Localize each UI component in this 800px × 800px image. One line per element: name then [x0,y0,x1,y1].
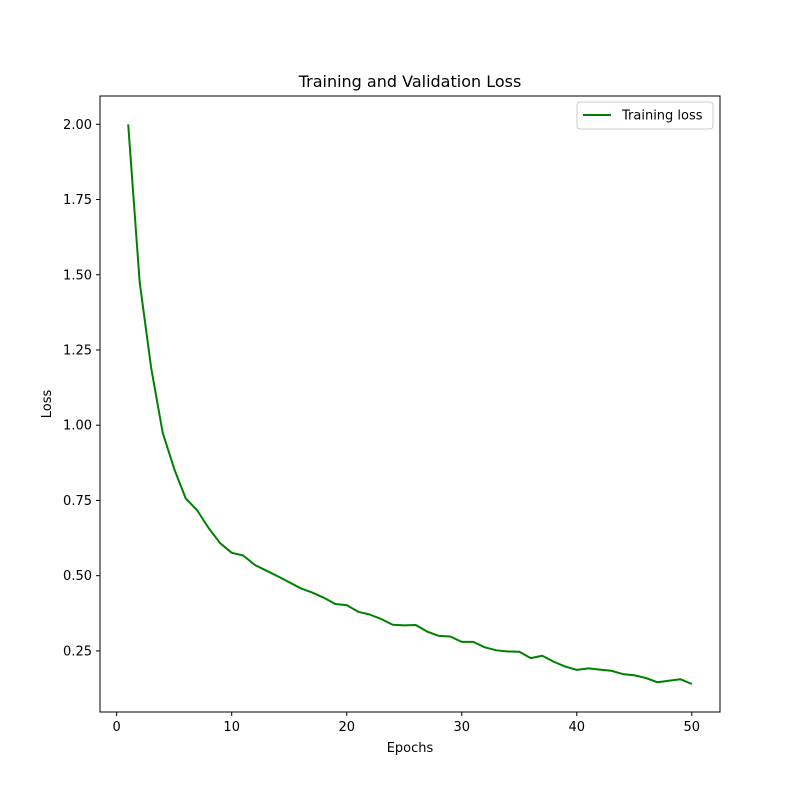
x-tick-label: 20 [338,720,355,735]
x-axis-label: Epochs [387,741,434,756]
series-line-training-loss [127,124,693,685]
y-tick-label: 0.75 [63,494,92,509]
y-tick-label: 1.75 [63,193,92,208]
legend: Training loss [576,101,714,130]
y-axis-label: Loss [40,390,55,419]
y-tick-label: 1.50 [63,268,92,283]
x-axis: 0 10 20 30 40 50 [113,712,701,735]
plot-frame [99,95,721,713]
x-tick-label: 30 [453,720,470,735]
legend-box [576,101,714,130]
y-tick-label: 0.50 [63,569,92,584]
x-tick-label: 0 [113,720,121,735]
y-tick-label: 0.25 [63,644,92,659]
y-tick-label: 1.00 [63,419,92,434]
plot-area [99,95,721,713]
legend-label: Training loss [621,109,703,124]
y-tick-label: 2.00 [63,118,92,133]
series-layer [127,124,693,685]
x-tick-label: 40 [569,720,586,735]
y-axis: 0.25 0.50 0.75 1.00 1.25 1.50 1.75 2.00 [63,118,100,659]
x-tick-label: 50 [684,720,701,735]
chart-title: Training and Validation Loss [298,72,522,91]
x-tick-label: 10 [223,720,240,735]
y-tick-label: 1.25 [63,343,92,358]
